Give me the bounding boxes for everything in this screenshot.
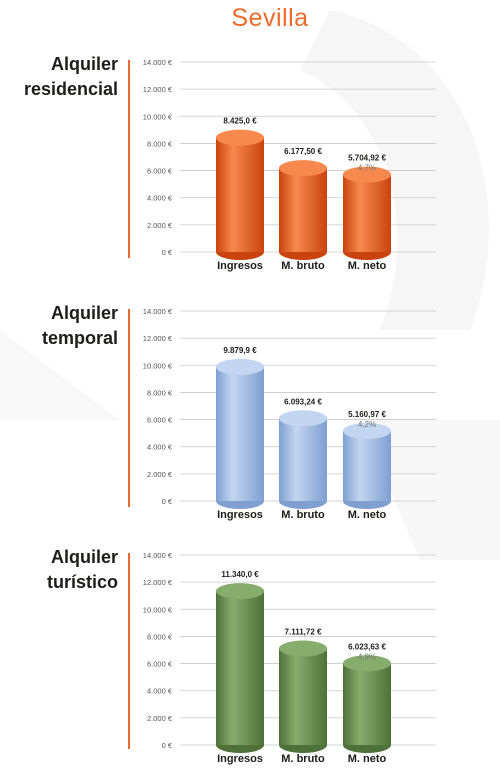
- value-label: 6.023,63 €: [348, 642, 386, 651]
- panel-title-line-2: turístico: [46, 572, 118, 592]
- category-label: Ingresos: [217, 509, 263, 521]
- y-tick-label: 10.000 €: [143, 605, 173, 614]
- y-tick-label: 2.000 €: [147, 714, 173, 723]
- page-title: Sevilla: [231, 4, 309, 32]
- bar: [216, 129, 264, 260]
- bar: [343, 422, 391, 509]
- y-tick-label: 12.000 €: [143, 578, 173, 587]
- percent-label: 4,2%: [358, 420, 376, 429]
- bar: [343, 655, 391, 753]
- panel-title-line-1: Alquiler: [50, 303, 118, 323]
- panel-title-line-1: Alquiler: [50, 54, 118, 74]
- y-tick-label: 0 €: [162, 248, 173, 257]
- chart-panel-residencial: Alquiler residencial 0 € 2.000 € 4.000 € 6.…: [0, 52, 500, 272]
- category-label: M. bruto: [281, 509, 325, 521]
- y-tick-label: 2.000 €: [147, 470, 173, 479]
- bar-chart: 0 € 2.000 € 4.000 € 6.000 € 8.000 € 10.000 € 1…: [143, 307, 436, 521]
- y-tick-label: 14.000 €: [143, 58, 173, 67]
- y-tick-label: 4.000 €: [147, 194, 173, 203]
- bar-chart: 0 € 2.000 € 4.000 € 6.000 € 8.000 € 10.000 € 1…: [143, 58, 436, 272]
- y-tick-label: 6.000 €: [147, 660, 173, 669]
- category-label: M. neto: [348, 260, 387, 272]
- y-tick-label: 0 €: [162, 741, 173, 750]
- category-label: M. neto: [348, 509, 387, 521]
- accent-line: [128, 553, 130, 749]
- y-tick-label: 0 €: [162, 497, 173, 506]
- y-tick-label: 14.000 €: [143, 551, 173, 560]
- y-tick-label: 10.000 €: [143, 361, 173, 370]
- bar-chart: 0 € 2.000 € 4.000 € 6.000 € 8.000 € 10.000 € 1…: [143, 551, 436, 765]
- category-label: M. neto: [348, 753, 387, 765]
- chart-panel-temporal: Alquiler temporal 0 € 2.000 € 4.000 € 6.000…: [0, 301, 500, 521]
- bar: [343, 166, 391, 260]
- chart-panel-turistico: Alquiler turístico 0 € 2.000 € 4.000 € 6.00…: [0, 545, 500, 765]
- bar: [279, 410, 327, 509]
- panel-title: Alquiler residencial: [24, 52, 118, 102]
- category-label: Ingresos: [217, 260, 263, 272]
- y-tick-label: 2.000 €: [147, 221, 173, 230]
- accent-line: [128, 60, 130, 258]
- panel-title-line-2: residencial: [23, 79, 118, 99]
- y-tick-label: 12.000 €: [143, 334, 173, 343]
- value-label: 6.093,24 €: [284, 397, 322, 406]
- y-tick-label: 14.000 €: [143, 307, 173, 316]
- value-label: 9.879,9 €: [223, 346, 257, 355]
- bar: [279, 160, 327, 260]
- y-tick-label: 10.000 €: [143, 112, 173, 121]
- bar: [216, 358, 264, 509]
- y-tick-label: 8.000 €: [147, 139, 173, 148]
- panel-title-line-2: temporal: [41, 328, 118, 348]
- value-label: 8.425,0 €: [223, 117, 257, 126]
- value-label: 5.704,92 €: [348, 154, 386, 163]
- panel-title: Alquiler turístico: [47, 545, 118, 595]
- y-tick-label: 6.000 €: [147, 416, 173, 425]
- y-tick-label: 8.000 €: [147, 388, 173, 397]
- value-label: 11.340,0 €: [221, 570, 259, 579]
- value-label: 5.160,97 €: [348, 410, 386, 419]
- y-tick-label: 4.000 €: [147, 443, 173, 452]
- category-label: M. bruto: [281, 260, 325, 272]
- value-label: 7.111,72 €: [285, 627, 322, 636]
- accent-line: [128, 309, 130, 507]
- percent-label: 4,9%: [358, 652, 376, 661]
- value-label: 6.177,50 €: [284, 147, 322, 156]
- y-tick-label: 6.000 €: [147, 167, 173, 176]
- y-tick-label: 12.000 €: [143, 85, 173, 94]
- bar: [216, 583, 264, 753]
- panel-title-line-1: Alquiler: [50, 547, 118, 567]
- y-tick-label: 8.000 €: [147, 632, 173, 641]
- category-label: M. bruto: [281, 753, 325, 765]
- percent-label: 4,7%: [358, 164, 376, 173]
- bar: [279, 640, 327, 753]
- panel-title: Alquiler temporal: [42, 301, 118, 351]
- category-label: Ingresos: [217, 753, 263, 765]
- y-tick-label: 4.000 €: [147, 687, 173, 696]
